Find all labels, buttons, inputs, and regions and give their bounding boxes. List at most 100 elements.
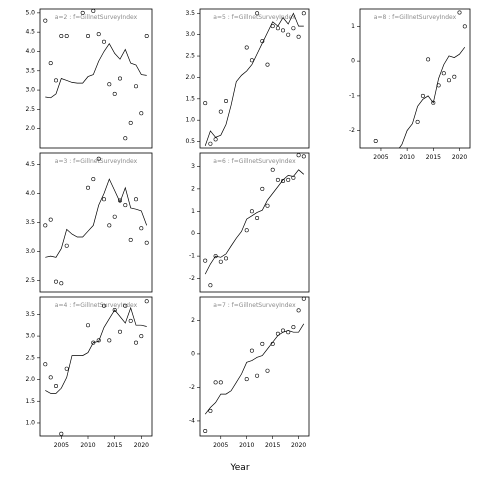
- observation-point: [270, 167, 275, 172]
- panel-frame: [199, 8, 310, 149]
- y-tick-label: 1.0: [25, 419, 35, 426]
- observation-point: [123, 203, 128, 208]
- observation-point: [59, 431, 64, 436]
- observation-point: [270, 24, 275, 29]
- fitted-line: [45, 43, 147, 99]
- observation-point: [53, 279, 58, 284]
- observation-point: [208, 283, 213, 288]
- x-tick-label: 2005: [373, 154, 388, 161]
- panel-4: a=5 : f=GillnetSurveyIndex 0.5 1.0 1.5 2.0 2.…: [185, 8, 310, 149]
- observation-point: [208, 141, 213, 146]
- observation-point: [91, 8, 96, 13]
- observation-point: [457, 10, 462, 15]
- x-tick-label: 2015: [107, 442, 122, 449]
- observation-point: [286, 177, 291, 182]
- panel-5: a=6 : f=GillnetSurveyIndex -2 -1 0 1 2 3: [189, 152, 310, 293]
- observation-point: [415, 119, 420, 124]
- fitted-line: [398, 46, 466, 148]
- fitted-line: [204, 323, 305, 415]
- observation-point: [446, 78, 451, 83]
- y-tick-label: -2: [189, 384, 195, 391]
- panel-7: a=8 : f=GillnetSurveyIndex -2 -1 0 1 2005 2010…: [349, 8, 471, 161]
- observation-point: [139, 334, 144, 339]
- observation-point: [260, 341, 265, 346]
- y-tick-label: 0: [191, 230, 195, 237]
- y-tick-label: 3.5: [25, 219, 35, 226]
- panel-frame: [359, 8, 471, 149]
- observation-point: [48, 375, 53, 380]
- observation-point: [43, 18, 48, 23]
- y-tick-label: 2.0: [185, 74, 195, 81]
- observation-point: [144, 299, 149, 304]
- x-axis-label: Year: [229, 463, 249, 473]
- observation-point: [107, 338, 112, 343]
- observation-point: [96, 156, 101, 161]
- observation-point: [265, 203, 270, 208]
- observation-point: [373, 139, 378, 144]
- y-tick-label: 3.0: [25, 248, 35, 255]
- y-tick-label: -1: [349, 92, 355, 99]
- observation-point: [291, 26, 296, 31]
- observation-point: [102, 39, 107, 44]
- observation-point: [134, 340, 139, 345]
- observation-point: [102, 197, 107, 202]
- observation-point: [244, 377, 249, 382]
- observation-point: [255, 216, 260, 221]
- panel-frame: [199, 296, 310, 437]
- observation-point: [249, 348, 254, 353]
- observation-point: [224, 99, 229, 104]
- y-tick-label: -2: [349, 127, 355, 134]
- panel-title: a=2 : f=GillnetSurveyIndex: [55, 14, 138, 21]
- observation-point: [301, 154, 306, 159]
- observation-point: [91, 177, 96, 182]
- y-tick-label: 1: [191, 208, 195, 215]
- y-tick-label: 0: [191, 350, 195, 357]
- panel-frame: [199, 152, 310, 293]
- y-tick-label: 3.0: [25, 333, 35, 340]
- observation-point: [244, 45, 249, 50]
- observation-point: [53, 383, 58, 388]
- y-tick-label: 2.5: [25, 106, 35, 113]
- y-tick-label: -4: [189, 417, 195, 424]
- observation-point: [43, 362, 48, 367]
- observation-point: [452, 74, 457, 79]
- x-tick-label: 2020: [134, 442, 149, 449]
- observation-point: [134, 84, 139, 89]
- y-tick-label: 4.5: [25, 29, 35, 36]
- x-tick-label: 2005: [54, 442, 69, 449]
- y-tick-label: 2: [191, 317, 195, 324]
- observation-point: [144, 33, 149, 38]
- observation-point: [96, 32, 101, 37]
- observation-point: [118, 198, 123, 203]
- observation-point: [96, 338, 101, 343]
- panel-3: a=4 : f=GillnetSurveyIndex 1.0 1.5 2.0 2.5 3.…: [25, 296, 153, 449]
- observation-point: [59, 281, 64, 286]
- observation-point: [64, 366, 69, 371]
- observation-point: [441, 71, 446, 76]
- y-tick-label: 0.5: [185, 138, 195, 145]
- observation-point: [86, 185, 91, 190]
- observation-point: [128, 237, 133, 242]
- y-tick-label: 4.0: [25, 48, 35, 55]
- y-tick-label: 2.5: [25, 354, 35, 361]
- y-tick-label: 5.0: [25, 9, 35, 16]
- x-tick-label: 2015: [265, 442, 280, 449]
- panel-2: a=3 : f=GillnetSurveyIndex 2.5 3.0 3.5 4.0 4.…: [25, 152, 153, 293]
- observation-point: [218, 109, 223, 114]
- observation-point: [249, 209, 254, 214]
- x-tick-label: 2020: [291, 442, 306, 449]
- y-tick-label: 3.0: [185, 31, 195, 38]
- x-tick-label: 2015: [426, 154, 441, 161]
- observation-point: [139, 226, 144, 231]
- y-tick-label: 2.0: [25, 125, 35, 132]
- y-tick-label: 2.0: [25, 376, 35, 383]
- panel-title: a=5 : f=GillnetSurveyIndex: [213, 14, 296, 21]
- panel-frame: [39, 152, 153, 293]
- y-tick-label: -2: [189, 275, 195, 282]
- observation-point: [118, 76, 123, 81]
- observation-point: [462, 24, 467, 29]
- observation-point: [203, 101, 208, 106]
- observation-point: [280, 28, 285, 33]
- observation-point: [208, 408, 213, 413]
- fitted-line: [45, 178, 148, 258]
